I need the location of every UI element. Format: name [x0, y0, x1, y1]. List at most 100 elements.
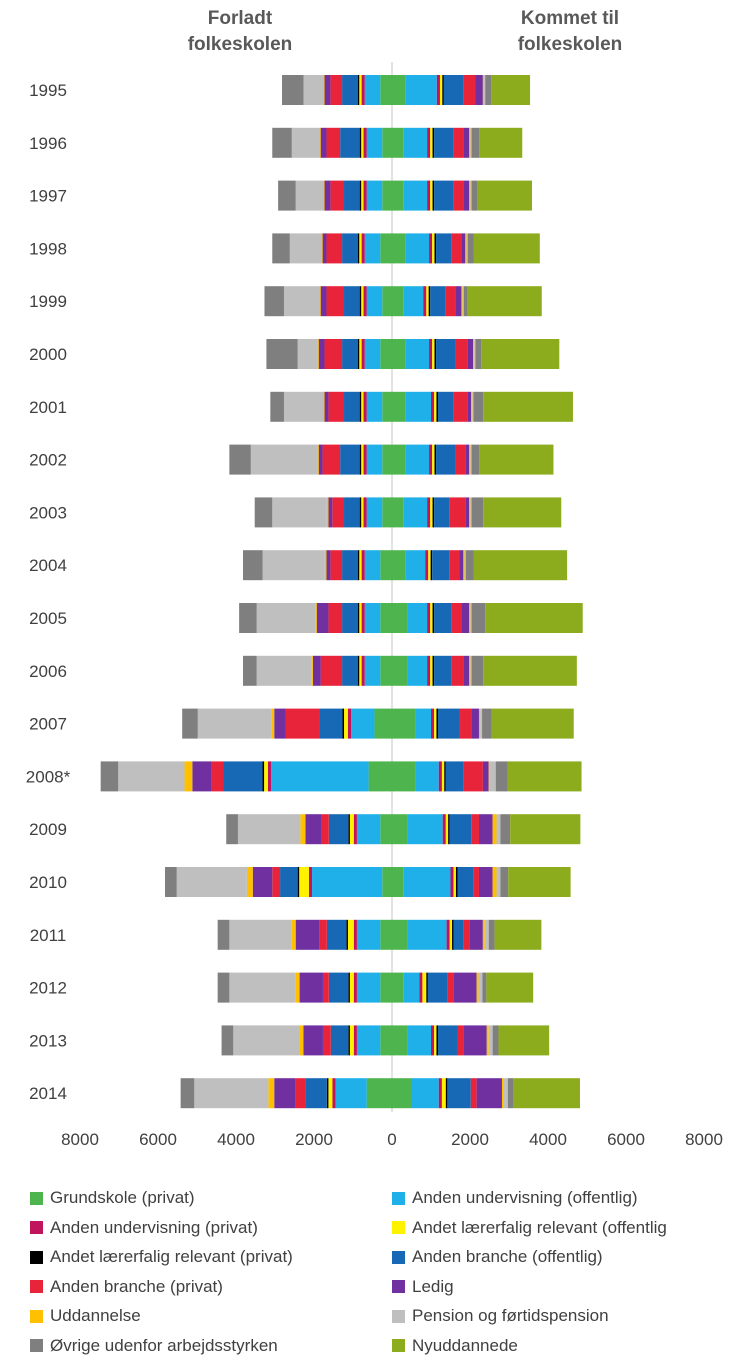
legend-label: Nyuddannede: [412, 1335, 518, 1355]
legend-label: Anden branche (offentlig): [412, 1247, 603, 1266]
bar-right-anden-branche-offentlig: [434, 497, 450, 528]
bar-right-anden-branche-offentlig: [432, 550, 450, 581]
bar-right-anden-undervisning-privat: [427, 603, 431, 633]
bar-right-øvrige-udenfor-arbejdsstyrken: [488, 919, 495, 950]
bar-right-uddannelse: [482, 75, 485, 105]
bar-left-andet-lærerfalig-relevant-offentlig: [299, 867, 309, 897]
legend-swatch: [392, 1280, 405, 1293]
bar-left-øvrige-udenfor-arbejdsstyrken: [217, 972, 230, 1003]
bar-right-nyuddannede: [473, 233, 540, 264]
bar-right-pension-og-førtidspension: [470, 603, 472, 633]
bar-left-anden-undervisning-privat: [308, 867, 313, 897]
bar-left-ledig: [295, 919, 320, 950]
year-label: 1995: [29, 81, 67, 100]
bar-right-ledig: [476, 1078, 502, 1109]
bar-right-pension-og-førtidspension: [484, 919, 489, 950]
bar-left-pension-og-førtidspension: [194, 1078, 269, 1109]
bar-left-grundskole-privat: [380, 75, 392, 105]
bar-left-øvrige-udenfor-arbejdsstyrken: [254, 497, 273, 528]
right-header-line2: folkeskolen: [517, 34, 623, 55]
bar-left-uddannelse: [184, 761, 193, 792]
bar-left-andet-lærerfalig-relevant-privat: [357, 339, 360, 369]
bar-left-anden-branche-privat: [328, 391, 345, 422]
bar-right-ledig: [478, 867, 493, 897]
bar-left-anden-branche-privat: [211, 761, 224, 792]
bar-left-anden-undervisning-offentlig: [366, 391, 383, 422]
bar-left-anden-undervisning-offentlig: [356, 972, 381, 1003]
bar-right-ledig: [467, 339, 474, 369]
bar-left-andet-lærerfalig-relevant-offentlig: [359, 75, 362, 105]
bar-right-andet-lærerfalig-relevant-offentlig: [426, 286, 429, 317]
legend-item: Øvrige udenfor arbejdsstyrken: [30, 1336, 278, 1356]
bar-right-anden-undervisning-privat: [429, 339, 433, 369]
bar-left-anden-undervisning-privat: [361, 233, 365, 264]
bar-right-andet-lærerfalig-relevant-offentlig: [445, 814, 449, 845]
bar-right-øvrige-udenfor-arbejdsstyrken: [495, 761, 508, 792]
year-label: 1999: [29, 292, 67, 311]
bar-left-uddannelse: [324, 550, 327, 581]
bar-left-anden-undervisning-offentlig: [366, 286, 383, 317]
legend-item: Grundskole (privat): [30, 1188, 195, 1208]
bar-right-øvrige-udenfor-arbejdsstyrken: [492, 1025, 499, 1056]
bar-left-grundskole-privat: [382, 180, 392, 211]
bar-right-uddannelse: [488, 761, 490, 792]
year-label: 2013: [29, 1031, 67, 1050]
bar-left-anden-branche-offentlig: [223, 761, 263, 792]
bar-right-anden-undervisning-privat: [429, 233, 433, 264]
legend-item: Anden branche (offentlig): [392, 1247, 603, 1267]
bar-right-ledig: [463, 127, 470, 158]
bar-right-uddannelse: [473, 339, 475, 369]
bar-right-uddannelse: [486, 1025, 489, 1056]
legend-item: Anden undervisning (privat): [30, 1218, 258, 1238]
legend-swatch: [392, 1221, 405, 1234]
bar-right-uddannelse: [478, 708, 481, 739]
bar-right-pension-og-førtidspension: [470, 127, 472, 158]
bar-left-ledig: [324, 180, 331, 211]
bar-left-grundskole-privat: [380, 972, 392, 1003]
bar-right-anden-branche-privat: [447, 972, 454, 1003]
bar-left-uddannelse: [271, 708, 275, 739]
bar-right-anden-undervisning-privat: [438, 761, 442, 792]
bar-right-anden-branche-offentlig: [434, 603, 452, 633]
bar-left-anden-branche-offentlig: [342, 603, 358, 633]
bar-left-øvrige-udenfor-arbejdsstyrken: [243, 550, 263, 581]
bar-left-andet-lærerfalig-relevant-offentlig: [361, 180, 364, 211]
bar-left-andet-lærerfalig-relevant-privat: [348, 972, 350, 1003]
bar-left-anden-branche-privat: [328, 603, 343, 633]
bar-right-grundskole-privat: [392, 127, 404, 158]
bar-left-anden-branche-privat: [330, 180, 345, 211]
bar-left-uddannelse: [300, 814, 306, 845]
bar-right-andet-lærerfalig-relevant-offentlig: [432, 339, 435, 369]
bar-left-pension-og-førtidspension: [237, 814, 301, 845]
bar-right-andet-lærerfalig-relevant-offentlig: [441, 1078, 446, 1109]
bar-right-andet-lærerfalig-relevant-offentlig: [428, 550, 431, 581]
bar-left-anden-branche-offentlig: [342, 75, 358, 105]
bar-left-anden-branche-offentlig: [328, 972, 349, 1003]
bar-left-ledig: [274, 1078, 296, 1109]
bar-right-uddannelse: [469, 127, 471, 158]
bar-right-øvrige-udenfor-arbejdsstyrken: [465, 550, 474, 581]
bar-right-ledig: [469, 919, 483, 950]
year-label: 2011: [30, 926, 67, 945]
legend-label: Andet lærerfalig relevant (privat): [50, 1247, 293, 1266]
bar-right-ledig: [459, 550, 464, 581]
bar-left-anden-branche-offentlig: [330, 1025, 349, 1056]
bar-left-anden-branche-privat: [272, 867, 281, 897]
bar-right-ledig: [478, 814, 493, 845]
bar-right-nyuddannede: [508, 867, 571, 897]
bar-left-grundskole-privat: [380, 339, 392, 369]
bar-left-ledig: [192, 761, 212, 792]
bar-left-andet-lærerfalig-relevant-offentlig: [359, 655, 362, 686]
bar-left-anden-branche-privat: [330, 550, 343, 581]
bar-left-grundskole-privat: [380, 919, 392, 950]
bar-right-anden-undervisning-offentlig: [403, 972, 420, 1003]
bar-right-andet-lærerfalig-relevant-privat: [448, 814, 450, 845]
bar-right-anden-branche-privat: [473, 867, 479, 897]
bar-left-andet-lærerfalig-relevant-privat: [359, 391, 362, 422]
bar-left-anden-undervisning-offentlig: [366, 180, 383, 211]
legend-item: Ledig: [392, 1277, 454, 1297]
bar-right-grundskole-privat: [392, 233, 406, 264]
bar-left-andet-lærerfalig-relevant-offentlig: [359, 233, 362, 264]
x-tick-label: 8000: [61, 1130, 99, 1149]
legend-item: Anden branche (privat): [30, 1277, 223, 1297]
